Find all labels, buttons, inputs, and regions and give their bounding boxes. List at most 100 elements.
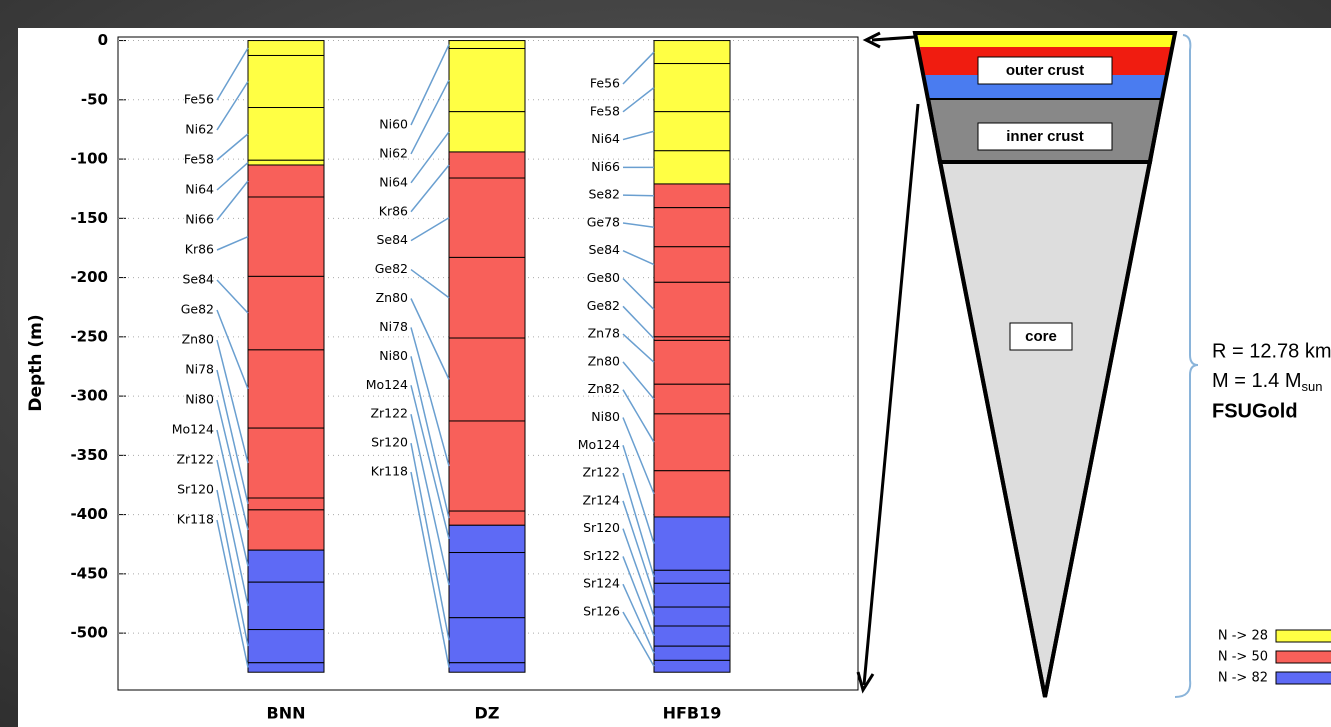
layer-label: Sr120 xyxy=(371,435,408,450)
y-tick-label: -500 xyxy=(70,624,108,642)
layer xyxy=(654,337,730,341)
legend-swatch xyxy=(1276,630,1331,642)
layer xyxy=(449,553,525,618)
layer xyxy=(449,338,525,421)
leader-line xyxy=(623,195,654,196)
layer-label: Ni66 xyxy=(185,212,214,227)
layer-label: Ge82 xyxy=(181,302,214,317)
layer-label: Zr122 xyxy=(582,465,620,480)
layer-label: Ni78 xyxy=(379,319,408,334)
layer xyxy=(654,112,730,151)
y-tick-label: -250 xyxy=(70,327,108,345)
layer-label: Zn82 xyxy=(588,381,620,396)
layer xyxy=(449,525,525,552)
layer xyxy=(654,660,730,672)
layer-label: Ni64 xyxy=(379,174,408,189)
layer xyxy=(654,607,730,626)
legend-label: N -> 82 xyxy=(1218,671,1268,686)
layer xyxy=(248,160,324,165)
legend-label: N -> 50 xyxy=(1218,650,1268,665)
layer-label: Zn80 xyxy=(376,290,408,305)
layer-label: Se82 xyxy=(588,187,620,202)
layer xyxy=(449,511,525,525)
layer xyxy=(654,282,730,337)
layer-label: Kr86 xyxy=(185,242,214,257)
layer-label: Sr120 xyxy=(583,520,620,535)
layer xyxy=(449,257,525,338)
layer xyxy=(449,178,525,257)
layer xyxy=(654,64,730,112)
layer xyxy=(248,55,324,107)
layer-label: Mo124 xyxy=(578,437,620,452)
slide: Depth (m) outer crust inner crust core R… xyxy=(0,0,1331,727)
layer xyxy=(248,108,324,161)
legend-swatch xyxy=(1276,672,1331,684)
layer-label: Fe56 xyxy=(184,92,214,107)
layer-label: Se84 xyxy=(588,242,620,257)
layer-label: Ni62 xyxy=(185,122,214,137)
layer xyxy=(654,340,730,384)
layer-label: Kr118 xyxy=(371,464,408,479)
layer-label: Sr124 xyxy=(583,576,620,591)
layer-label: Zn78 xyxy=(588,326,620,341)
radius-text: R = 12.78 km xyxy=(1212,340,1331,362)
layer-label: Ni60 xyxy=(379,117,408,132)
layer-label: Sr120 xyxy=(177,482,214,497)
layer xyxy=(654,41,730,64)
layer xyxy=(654,247,730,283)
layer xyxy=(248,350,324,428)
y-tick-label: -450 xyxy=(70,564,108,582)
layer xyxy=(449,112,525,152)
x-tick-label: DZ xyxy=(475,704,500,723)
layer-label: Ge82 xyxy=(375,261,408,276)
layer xyxy=(449,152,525,178)
layer-label: Zr122 xyxy=(370,406,408,421)
y-tick-label: -350 xyxy=(70,446,108,464)
layer-label: Ni64 xyxy=(185,182,214,197)
layer-label: Ni66 xyxy=(591,159,620,174)
layer xyxy=(248,197,324,276)
layer xyxy=(449,421,525,511)
layer xyxy=(654,414,730,471)
mass-subscript: sun xyxy=(1301,379,1322,394)
layer xyxy=(654,184,730,208)
layer xyxy=(248,428,324,498)
layer-label: Ge80 xyxy=(587,270,620,285)
layer-label: Ni80 xyxy=(591,409,620,424)
layer-label: Se84 xyxy=(182,272,214,287)
y-tick-label: -300 xyxy=(70,387,108,405)
layer xyxy=(654,151,730,184)
y-tick-label: -150 xyxy=(70,209,108,227)
layer-label: Ni80 xyxy=(379,348,408,363)
layer xyxy=(248,510,324,550)
layer xyxy=(248,630,324,663)
y-tick-label: -200 xyxy=(70,268,108,286)
layer-label: Mo124 xyxy=(366,377,408,392)
layer-label: Ni62 xyxy=(379,145,408,160)
layer-label: Fe58 xyxy=(184,152,214,167)
layer-label: Ge82 xyxy=(587,298,620,313)
layer xyxy=(449,41,525,49)
layer-label: Sr126 xyxy=(583,604,620,619)
layer xyxy=(248,41,324,56)
layer-label: Kr86 xyxy=(379,203,408,218)
layer xyxy=(248,582,324,629)
layer-label: Ni78 xyxy=(185,362,214,377)
layer-label: Zn80 xyxy=(588,353,620,368)
layer-label: Ni80 xyxy=(185,392,214,407)
layer-label: Zn80 xyxy=(182,332,214,347)
layer xyxy=(654,471,730,517)
layer xyxy=(248,165,324,197)
layer-label: Se84 xyxy=(376,232,408,247)
x-tick-label: HFB19 xyxy=(663,704,722,723)
layer-label: Fe56 xyxy=(590,76,620,91)
layer-label: Sr122 xyxy=(583,548,620,563)
layer xyxy=(654,646,730,660)
y-tick-label: -100 xyxy=(70,150,108,168)
model-text: FSUGold xyxy=(1212,400,1298,422)
layer xyxy=(654,626,730,646)
layer xyxy=(449,663,525,672)
layer xyxy=(248,550,324,582)
layer xyxy=(248,276,324,349)
layer-label: Ni64 xyxy=(591,131,620,146)
